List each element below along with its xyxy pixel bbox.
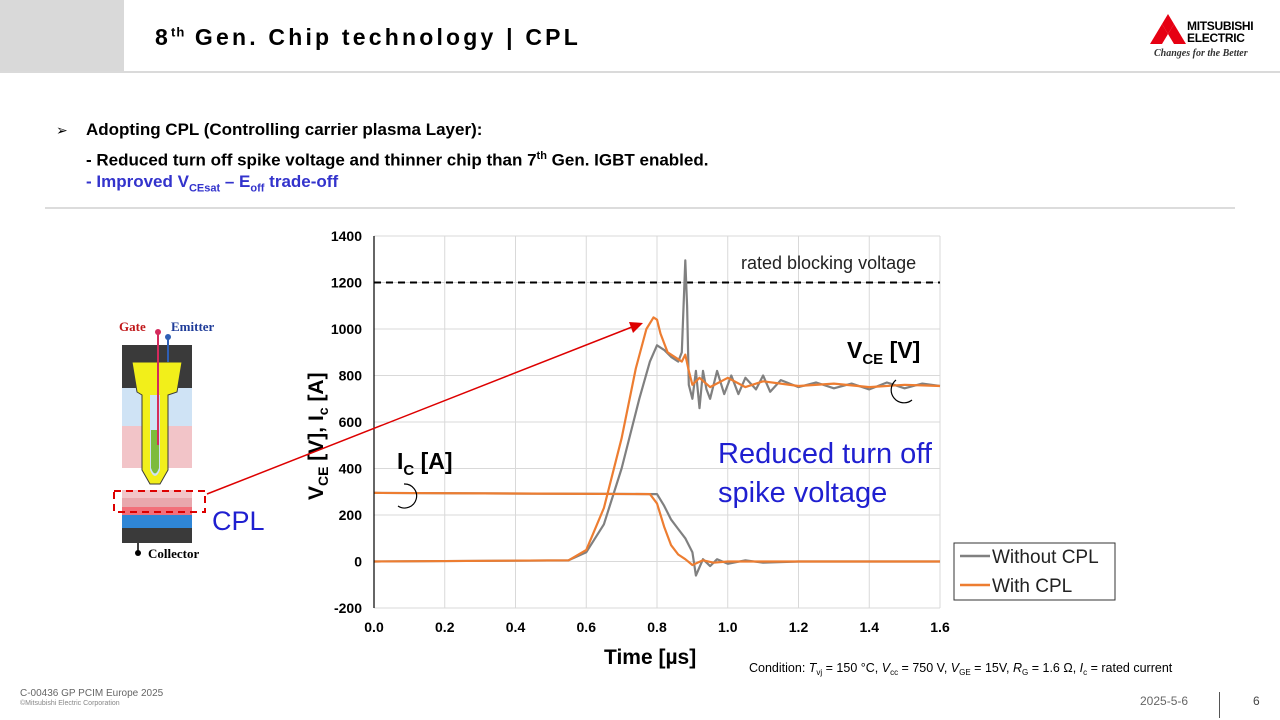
bullet-line-3: - Improved VCEsat – Eoff trade-off [86, 172, 339, 195]
cpl-arrow-line [206, 326, 633, 495]
series-layer [373, 259, 941, 577]
three-diamonds-icon [1150, 14, 1186, 44]
header-divider [0, 71, 1280, 73]
rated-blocking-voltage-label: rated blocking voltage [741, 253, 916, 273]
company-logo: MITSUBISHI ELECTRIC Changes for the Bett… [1150, 12, 1268, 62]
y-tick-labels: -200 0 200 400 600 800 1000 1200 1400 [331, 228, 362, 616]
test-condition: Condition: Tvj = 150 °C, Vcc = 750 V, VG… [749, 661, 1173, 677]
y-tick-label: 600 [339, 414, 363, 430]
x-tick-label: 1.6 [930, 619, 950, 635]
footer-divider [1219, 692, 1220, 718]
y-tick-label: 0 [354, 554, 362, 570]
footer-date: 2025-5-6 [1140, 694, 1189, 708]
legend-with-cpl: With CPL [992, 576, 1072, 597]
content-separator [45, 207, 1235, 209]
y-tick-label: 1200 [331, 275, 362, 291]
series-vce-without [373, 259, 941, 563]
y-axis-title: VCE [V], Ic [A] [305, 372, 331, 500]
logo-text-line1: MITSUBISHI [1187, 19, 1254, 33]
emitter-label: Emitter [171, 319, 215, 334]
bullet-arrow-icon: ➢ [56, 122, 68, 138]
page-number: 6 [1253, 694, 1260, 708]
x-tick-label: 1.2 [789, 619, 809, 635]
x-tick-label: 0.8 [647, 619, 667, 635]
bullet-line-2: - Reduced turn off spike voltage and thi… [86, 150, 709, 170]
y-tick-label: 400 [339, 461, 363, 477]
x-tick-label: 0.0 [364, 619, 384, 635]
y-tick-label: 1000 [331, 321, 362, 337]
cpl-highlight-box [113, 490, 206, 513]
header-gray-block [0, 0, 124, 72]
slide-title: 8th Gen. Chip technology | CPL [155, 24, 581, 50]
igbt-cross-section-diagram: Gate Emitter Collector CPL [113, 319, 265, 561]
x-tick-label: 0.4 [506, 619, 526, 635]
footer-doc-id: C-00436 GP PCIM Europe 2025 [20, 688, 164, 699]
y-tick-label: 200 [339, 507, 363, 523]
y-tick-label: 800 [339, 368, 363, 384]
chart-legend: Without CPL With CPL [953, 542, 1116, 601]
x-tick-label: 0.2 [435, 619, 455, 635]
x-tick-label: 1.0 [718, 619, 738, 635]
x-tick-label: 1.4 [860, 619, 880, 635]
ic-annotation: IC [A] [397, 448, 453, 479]
collector-label: Collector [148, 546, 199, 561]
reduced-spike-line2: spike voltage [718, 477, 887, 509]
gate-label: Gate [119, 319, 146, 334]
legend-without-cpl: Without CPL [992, 547, 1099, 568]
vce-annotation: VCE [V] [847, 337, 920, 368]
y-tick-label: -200 [334, 600, 362, 616]
bullet-line-1: Adopting CPL (Controlling carrier plasma… [86, 120, 483, 139]
series-ic-with [373, 491, 940, 567]
x-tick-labels: 0.0 0.2 0.4 0.6 0.8 1.0 1.2 1.4 1.6 [364, 619, 950, 635]
ic-annotation-arc [397, 483, 418, 509]
footer-copyright: ©Mitsubishi Electric Corporation [20, 700, 120, 707]
series-vce-with [373, 316, 941, 563]
cpl-label: CPL [212, 506, 265, 536]
y-tick-label: 1400 [331, 228, 362, 244]
logo-slogan: Changes for the Better [1154, 48, 1248, 59]
reduced-spike-line1: Reduced turn off [718, 438, 933, 470]
logo-text-line2: ELECTRIC [1187, 31, 1245, 45]
vce-annotation-arc [890, 379, 913, 404]
x-axis-title: Time [µs] [604, 646, 696, 669]
x-tick-label: 0.6 [577, 619, 597, 635]
cpl-arrow-head-icon [629, 322, 643, 333]
